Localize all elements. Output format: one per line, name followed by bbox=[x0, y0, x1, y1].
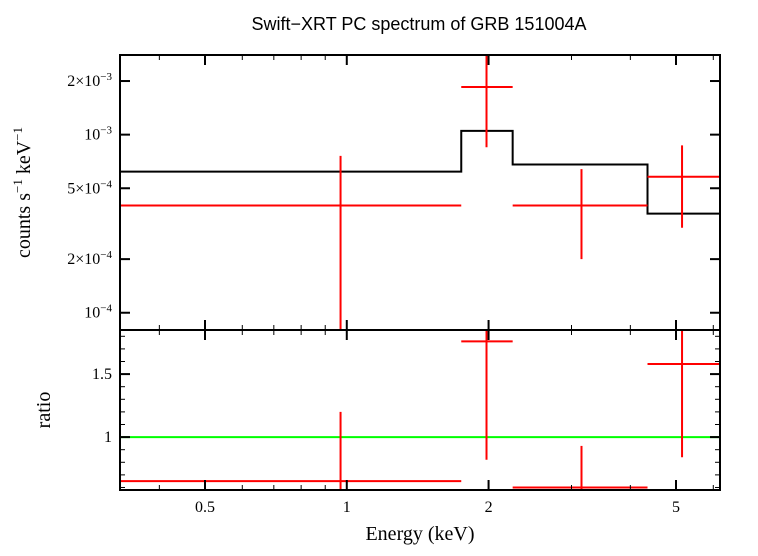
ratio-tick-label: 1 bbox=[104, 429, 112, 446]
chart-svg: Swift−XRT PC spectrum of GRB 151004A 0.5 1… bbox=[0, 0, 758, 556]
x-tick-label: 2 bbox=[485, 499, 493, 516]
y-axis-label-bottom: ratio bbox=[33, 392, 55, 429]
x-tick-label: 1 bbox=[343, 499, 351, 516]
ratio-tick-label: 1.5 bbox=[92, 366, 112, 383]
y-axis-label-top: counts s−1 keV−1 bbox=[10, 127, 35, 258]
y-tick-label: 10−4 bbox=[84, 303, 112, 322]
x-tick-label: 5 bbox=[672, 499, 680, 516]
y-tick-label: 2×10−4 bbox=[67, 249, 112, 268]
y-tick-label: 10−3 bbox=[84, 125, 112, 144]
spectrum-chart: Swift−XRT PC spectrum of GRB 151004A 0.5 1… bbox=[0, 0, 758, 556]
y-tick-label: 5×10−4 bbox=[67, 178, 112, 197]
x-tick-label: 0.5 bbox=[195, 499, 215, 516]
y-tick-label: 2×10−3 bbox=[67, 71, 112, 90]
top-panel-frame bbox=[120, 55, 720, 330]
model-step bbox=[120, 131, 720, 214]
chart-title: Swift−XRT PC spectrum of GRB 151004A bbox=[252, 14, 587, 34]
x-axis-label: Energy (keV) bbox=[365, 523, 474, 545]
bottom-panel-frame bbox=[120, 330, 720, 490]
